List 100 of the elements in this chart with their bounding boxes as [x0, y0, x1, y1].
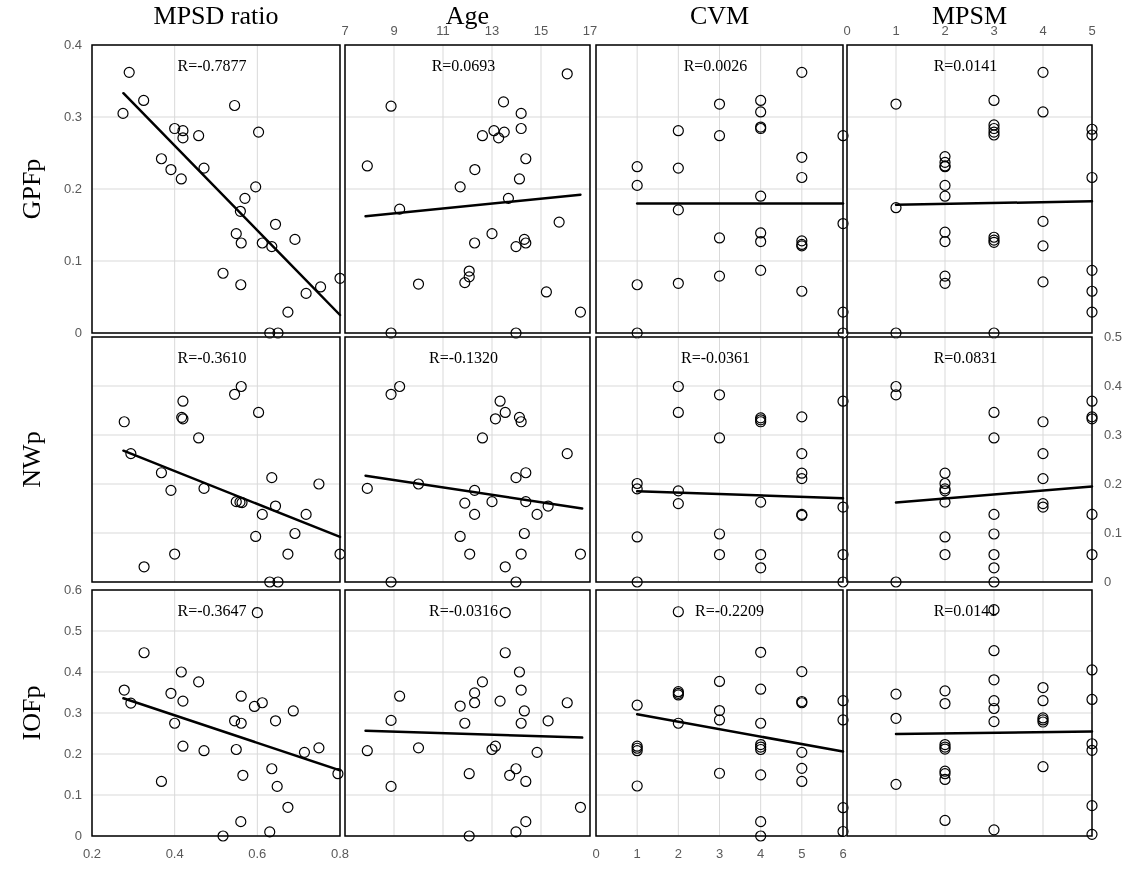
point	[250, 181, 262, 193]
point	[165, 687, 177, 699]
x-tick-label: 1	[633, 846, 641, 861]
point	[890, 380, 902, 393]
y-tick-label: 0.4	[63, 664, 82, 679]
point	[497, 96, 510, 108]
point	[1086, 828, 1098, 840]
point	[513, 411, 526, 423]
point	[234, 205, 246, 217]
point	[837, 217, 849, 230]
point	[890, 778, 902, 790]
point	[755, 683, 767, 695]
point	[177, 395, 189, 407]
point	[454, 700, 466, 712]
point	[574, 306, 587, 318]
point	[755, 646, 767, 658]
y-tick-label: 0.1	[63, 787, 82, 802]
point	[193, 432, 205, 444]
y-tick-label: 0.1	[63, 253, 82, 268]
y-tick-label: 0.2	[1104, 476, 1123, 491]
point	[1037, 66, 1049, 78]
x-tick-label: 5	[1088, 23, 1096, 38]
x-tick-label: 2	[674, 846, 682, 861]
point	[266, 472, 278, 484]
point	[118, 416, 130, 428]
y-axis-title: NWp	[17, 431, 46, 488]
y-tick-label: 0.5	[63, 623, 82, 638]
point	[631, 531, 643, 543]
y-tick-label: 0.4	[63, 37, 82, 52]
point	[988, 119, 1000, 131]
point	[939, 277, 951, 289]
point	[518, 527, 530, 540]
point	[631, 483, 643, 495]
point	[574, 548, 587, 560]
y-tick-label: 0	[74, 325, 82, 340]
point	[469, 237, 481, 249]
annotation: R=0.0026	[683, 57, 748, 74]
point	[1037, 681, 1049, 694]
point	[510, 826, 522, 838]
point	[264, 826, 276, 838]
annotation: R=-0.2209	[694, 602, 765, 619]
point	[125, 448, 137, 460]
y-tick-label: 0.3	[63, 109, 82, 124]
point	[520, 467, 532, 479]
point	[755, 717, 767, 729]
point	[1037, 416, 1049, 428]
point	[837, 130, 849, 142]
point	[631, 327, 643, 339]
point	[1037, 215, 1049, 227]
point	[837, 695, 849, 707]
point	[755, 496, 767, 508]
point	[796, 746, 808, 758]
point	[515, 416, 527, 428]
x-tick-label: 0	[843, 23, 851, 38]
point	[138, 561, 150, 573]
point	[256, 237, 268, 249]
point	[459, 717, 471, 729]
point	[939, 151, 951, 163]
point	[476, 676, 489, 688]
point	[250, 530, 262, 543]
point	[713, 767, 726, 779]
point	[476, 130, 489, 142]
point	[755, 227, 767, 239]
point	[229, 388, 241, 400]
y-tick-label: 0.1	[1104, 525, 1123, 540]
point	[510, 576, 522, 588]
annotation: R=-0.3647	[177, 602, 247, 619]
x-tick-label: 4	[1039, 23, 1047, 38]
point	[837, 306, 849, 318]
point	[489, 413, 502, 425]
point	[713, 432, 726, 444]
point	[939, 235, 951, 248]
point	[300, 287, 312, 299]
point	[298, 746, 311, 758]
point	[672, 277, 684, 289]
point	[476, 432, 489, 444]
point	[235, 279, 247, 291]
point	[713, 232, 726, 244]
point	[289, 233, 301, 245]
point	[713, 389, 726, 401]
point	[713, 270, 726, 282]
point	[332, 768, 344, 780]
y-tick-label: 0.3	[1104, 427, 1123, 442]
point	[175, 173, 187, 185]
point	[1086, 738, 1098, 750]
point	[672, 380, 684, 393]
annotation: R=0.0141	[933, 57, 998, 74]
point	[248, 700, 261, 713]
point	[796, 411, 808, 423]
point	[890, 688, 902, 700]
point	[269, 218, 282, 230]
point	[672, 406, 684, 419]
point	[713, 130, 726, 142]
point	[230, 496, 242, 508]
point	[796, 775, 808, 788]
x-tick-label: 4	[757, 846, 765, 861]
point	[574, 801, 587, 813]
point	[988, 674, 1000, 686]
point	[1086, 664, 1098, 676]
point	[755, 264, 767, 276]
